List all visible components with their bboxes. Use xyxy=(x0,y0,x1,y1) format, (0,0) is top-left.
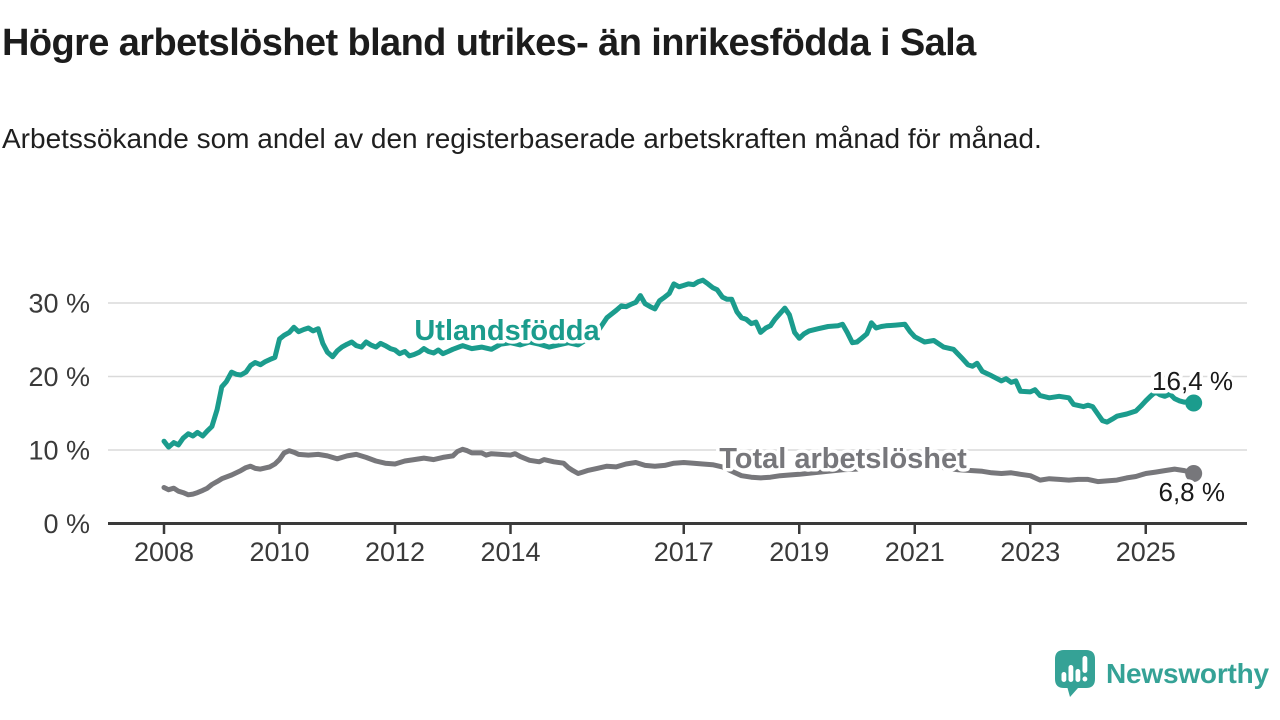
newsworthy-logo: Newsworthy xyxy=(1054,649,1269,698)
logo-exclamation-dot xyxy=(1082,676,1088,682)
y-tick-label: 0 % xyxy=(43,509,90,539)
x-tick-label: 2021 xyxy=(885,537,945,567)
series-end-dot-utlandsfodda xyxy=(1185,394,1203,412)
x-tick-label: 2017 xyxy=(654,537,714,567)
newsworthy-logo-icon xyxy=(1055,650,1095,697)
series-label-utlandsfodda: Utlandsfödda xyxy=(414,315,600,347)
x-tick-label: 2019 xyxy=(769,537,829,567)
x-tick-label: 2008 xyxy=(134,537,194,567)
y-tick-label: 20 % xyxy=(28,362,90,392)
y-tick-label: 10 % xyxy=(28,436,90,466)
x-tick-label: 2014 xyxy=(480,537,540,567)
logo-bar-3 xyxy=(1075,669,1081,682)
x-tick-label: 2023 xyxy=(1000,537,1060,567)
x-tick-label: 2010 xyxy=(249,537,309,567)
logo-bar-1 xyxy=(1061,672,1067,682)
newsworthy-logo-text: Newsworthy xyxy=(1106,657,1269,689)
chart-subtitle: Arbetssökande som andel av den registerb… xyxy=(2,123,1042,154)
series-line-utlandsfodda xyxy=(161,277,1197,450)
series-line-total xyxy=(161,446,1197,498)
x-tick-label: 2025 xyxy=(1116,537,1176,567)
series-end-dot-total xyxy=(1185,465,1203,483)
logo-bar-2 xyxy=(1068,665,1074,682)
speech-bubble-shape xyxy=(1055,650,1095,697)
chart-title: Högre arbetslöshet bland utrikes- än inr… xyxy=(2,22,976,64)
y-tick-label: 30 % xyxy=(28,289,90,319)
logo-exclamation-bar xyxy=(1082,656,1088,673)
x-tick-label: 2012 xyxy=(365,537,425,567)
end-value-label-total: 6,8 % xyxy=(1159,477,1226,507)
end-value-label-utlandsfodda: 16,4 % xyxy=(1152,366,1233,396)
series-label-total: Total arbetslöshet xyxy=(719,443,967,475)
